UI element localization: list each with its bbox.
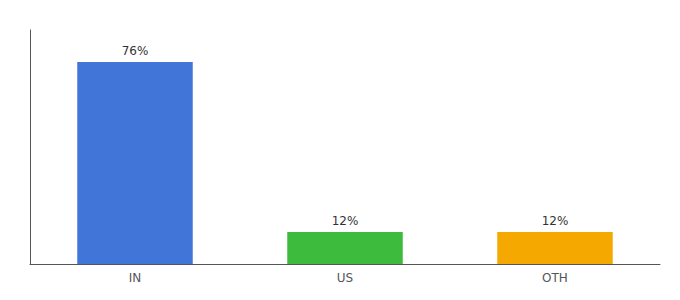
svg-text:US: US — [337, 271, 353, 285]
svg-text:IN: IN — [129, 271, 142, 285]
svg-text:OTH: OTH — [542, 271, 568, 285]
svg-text:12%: 12% — [542, 214, 569, 228]
svg-text:12%: 12% — [332, 214, 359, 228]
svg-text:76%: 76% — [122, 44, 149, 58]
